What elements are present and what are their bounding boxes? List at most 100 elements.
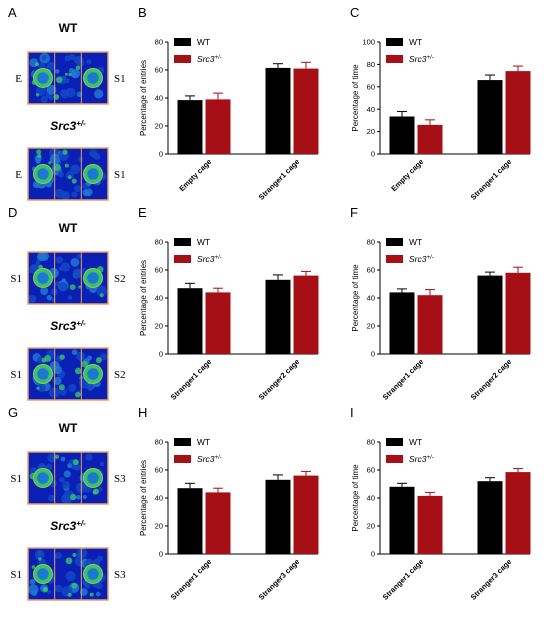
arena-title: Src3+/- [50,119,86,134]
occupancy-blob [99,293,104,298]
y-tick-label: 80 [155,38,163,47]
y-axis-label: Percentage of entries [139,460,148,536]
y-axis-label: Percentage of entries [139,260,148,336]
occupancy-blob [41,55,47,60]
x-category-label: Stranger2 cage [469,357,514,402]
occupancy-blob [67,175,72,180]
legend-swatch-src3 [386,55,403,63]
panel-letter: C [350,5,359,20]
legend-label-src3-superscript: +/- [426,455,433,461]
legend-label-src3: Src3+/- [409,54,434,64]
arena-heatmap: Src3+/- S1 S2 [10,319,126,401]
legend-swatch-wt [386,38,403,46]
y-tick-label: 0 [371,350,375,359]
bar-src3 [293,475,319,554]
occupancy-blob [40,287,49,295]
arena-title-superscript: +/- [76,319,86,328]
chart-E: E 0 20 40 60 80 Percentage of entries Stranger1… [138,205,319,402]
occupancy-blob [74,367,82,375]
occupancy-blob [46,61,56,71]
bar-src3 [205,292,231,354]
legend-label-src3-superscript: +/- [214,255,221,261]
occupancy-blob [32,263,40,271]
occupancy-blob [81,360,89,368]
cage-hotspot [33,468,53,488]
chamber-left-label: S1 [10,473,22,485]
occupancy-blob [35,93,40,97]
occupancy-blob [38,557,42,561]
cage-ring [33,364,53,384]
occupancy-blob [65,87,76,98]
legend-swatch-src3 [386,455,403,463]
y-tick-label: 40 [155,294,163,303]
occupancy-blob [64,163,69,168]
occupancy-blob [37,252,47,262]
occupancy-blob [31,565,36,569]
arena-frame [27,251,109,305]
occupancy-blob [82,494,87,500]
occupancy-blob [55,76,63,84]
legend-label-src3-text: Src3 [409,54,427,64]
cage-ring [33,268,53,288]
arena-title-superscript: +/- [76,119,86,128]
y-tick-label: 0 [159,350,163,359]
y-tick-label: 20 [367,322,375,331]
occupancy-blob [86,383,94,391]
occupancy-blob [95,582,103,589]
y-tick-label: 20 [155,322,163,331]
occupancy-blob [35,259,41,265]
occupancy-blob [78,285,82,289]
occupancy-blob [89,592,94,597]
panel-letter: G [8,405,18,420]
occupancy-blob [67,592,72,597]
occupancy-blob [82,268,87,273]
occupancy-blob [65,557,73,565]
legend-swatch-wt [386,238,403,246]
occupancy-blob [40,95,48,103]
occupancy-blob [53,163,61,171]
occupancy-blob [71,178,77,184]
chamber-left-label: S1 [10,569,22,581]
occupancy-blob [46,84,57,95]
y-axis-label: Percentage of time [351,64,360,132]
occupancy-blob [64,72,68,76]
occupancy-blob [54,281,60,287]
chamber-left-label: E [15,73,22,85]
bar-wt [177,488,203,554]
bar-wt [265,279,291,354]
y-tick-label: 20 [155,522,163,531]
x-category-label: Stranger3 cage [469,557,514,602]
legend-label-wt: WT [409,37,422,47]
occupancy-blob [58,266,63,271]
bar-wt [177,100,203,154]
y-tick-label: 80 [367,438,375,447]
legend-label-wt: WT [409,437,422,447]
occupancy-blob [53,365,62,375]
occupancy-blob [54,584,63,593]
chamber-right-label: S3 [114,473,126,485]
legend-swatch-src3 [174,255,191,263]
legend-label-src3-text: Src3 [409,454,427,464]
legend-label-src3: Src3+/- [409,254,434,264]
cage-hotspot [33,68,53,88]
occupancy-blob [48,494,56,502]
chamber-left-label: E [15,169,22,181]
arena-title: WT [59,221,78,235]
cage-hotspot [33,268,53,288]
occupancy-blob [77,547,88,559]
bar-src3 [505,272,531,354]
occupancy-blob [34,549,45,560]
arena-title-text: Src3 [50,519,76,533]
occupancy-blob [46,589,52,595]
occupancy-blob [55,454,60,459]
cage-ring [33,468,53,488]
occupancy-blob [63,470,71,478]
bar-src3 [417,495,443,554]
legend-swatch-wt [174,238,191,246]
chamber-right-label: S1 [114,169,126,181]
y-tick-label: 0 [371,150,375,159]
legend-swatch-wt [386,438,403,446]
legend-label-src3-text: Src3 [197,454,215,464]
occupancy-blob [60,456,66,462]
bar-wt [389,116,415,154]
